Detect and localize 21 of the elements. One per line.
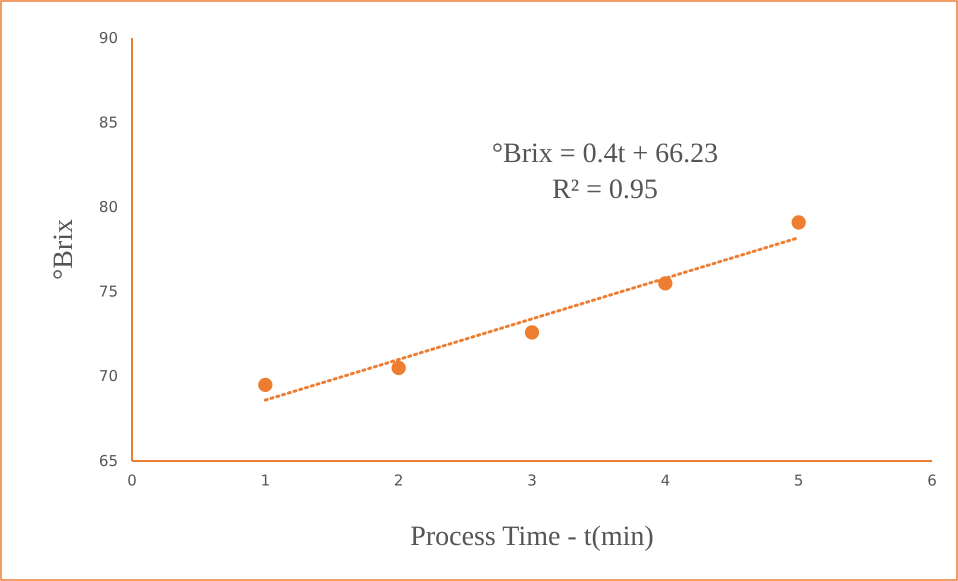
y-tick-label: 75 bbox=[98, 282, 118, 301]
x-tick-label: 1 bbox=[260, 472, 270, 490]
x-tick-label: 4 bbox=[660, 472, 670, 490]
y-tick-label: 85 bbox=[98, 113, 118, 132]
y-tick-label: 90 bbox=[98, 28, 118, 47]
annotation: °Brix = 0.4t + 66.23 bbox=[492, 138, 718, 169]
x-tick-label: 3 bbox=[527, 472, 537, 490]
x-tick-label: 5 bbox=[794, 472, 804, 490]
y-axis-title: °Brix bbox=[48, 219, 79, 280]
y-tick-label: 80 bbox=[98, 198, 118, 216]
point bbox=[258, 378, 272, 392]
x-tick-label: 2 bbox=[394, 472, 404, 490]
x-tick-label: 6 bbox=[927, 472, 937, 490]
y-tick-label: 70 bbox=[98, 367, 118, 386]
point bbox=[524, 325, 540, 340]
point bbox=[792, 215, 806, 230]
x-axis-title: Process Time - t(min) bbox=[410, 521, 654, 552]
y-tick-label: 65 bbox=[98, 452, 118, 470]
annotation: R² = 0.95 bbox=[552, 174, 658, 205]
point bbox=[392, 360, 406, 376]
x-tick-label: 0 bbox=[127, 472, 137, 490]
